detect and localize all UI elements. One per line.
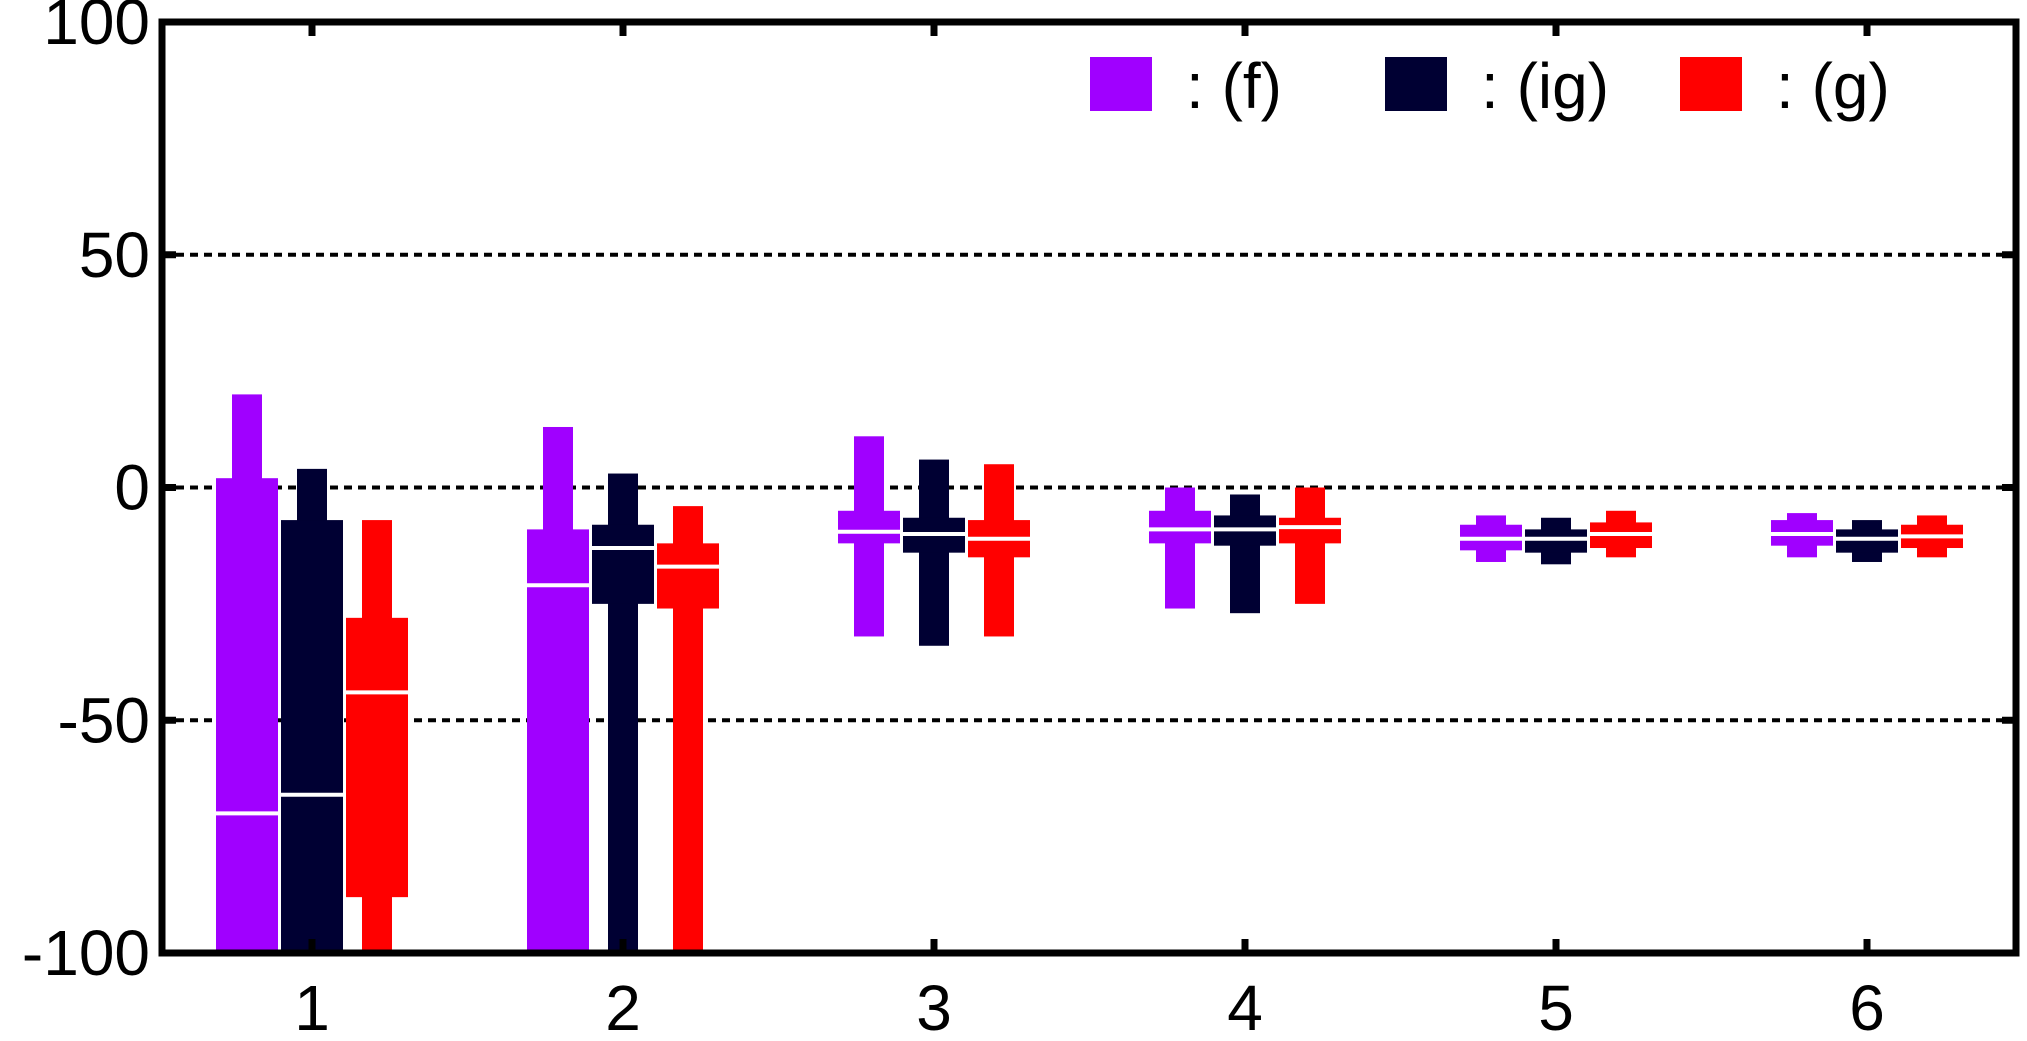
bar-group-3-4 xyxy=(1279,487,1341,604)
whisker-bar xyxy=(1165,487,1195,609)
legend-item-2: : (ig) xyxy=(1385,50,1609,122)
y-tick-label: 50 xyxy=(79,219,150,291)
bar-group-1-4 xyxy=(1149,487,1211,609)
x-tick-label: 2 xyxy=(605,972,641,1041)
bar-group-2-5 xyxy=(1525,517,1587,565)
y-tick-label: 100 xyxy=(43,0,150,58)
box-bar xyxy=(1525,529,1587,553)
legend-item-1: : (f) xyxy=(1090,50,1282,122)
legend-label: : (f) xyxy=(1186,50,1282,122)
bar-group-1-5 xyxy=(1460,515,1522,562)
legend-item-3: : (g) xyxy=(1680,50,1890,122)
y-tick-label: -50 xyxy=(58,684,151,756)
whisker-bar xyxy=(1230,494,1260,614)
bar-group-2-6 xyxy=(1836,520,1898,562)
bar-group-3-2 xyxy=(657,506,719,953)
whisker-bar xyxy=(919,459,949,646)
box-bar xyxy=(527,529,589,953)
bar-group-2-1 xyxy=(281,468,343,953)
bar-group-3-3 xyxy=(968,464,1030,637)
legend: : (f) : (ig) : (g) xyxy=(1090,50,1890,122)
legend-label: : (g) xyxy=(1776,50,1890,122)
bar-group-1-3 xyxy=(838,436,900,637)
x-tick-label: 6 xyxy=(1849,972,1885,1041)
bar-group-3-6 xyxy=(1901,515,1963,558)
bar-group-1-6 xyxy=(1771,513,1833,558)
box-bar xyxy=(1836,529,1898,553)
box-bar xyxy=(1279,517,1341,544)
box-bar xyxy=(281,520,343,953)
bar-group-2-4 xyxy=(1214,494,1276,614)
legend-swatch xyxy=(1385,57,1447,111)
box-bar xyxy=(1149,510,1211,544)
bar-group-3-1 xyxy=(346,520,408,953)
y-tick-label: 0 xyxy=(114,452,150,524)
legend-swatch xyxy=(1680,57,1742,111)
y-tick-label: -100 xyxy=(22,917,150,989)
box-bar xyxy=(657,543,719,609)
x-tick-label: 4 xyxy=(1227,972,1263,1041)
whisker-bar xyxy=(1295,487,1325,604)
x-tick-label: 5 xyxy=(1538,972,1574,1041)
x-tick-label: 1 xyxy=(294,972,330,1041)
box-bar xyxy=(592,524,654,604)
box-bar xyxy=(346,617,408,898)
bar-group-2-2 xyxy=(592,473,654,953)
bar-group-2-3 xyxy=(903,459,965,646)
data-bars xyxy=(216,394,1963,953)
box-bar xyxy=(838,510,900,544)
box-bar xyxy=(216,478,278,953)
gridlines xyxy=(162,252,2016,723)
legend-label: : (ig) xyxy=(1481,50,1609,122)
bar-group-3-5 xyxy=(1590,510,1652,558)
axes: -100 -50 0 50 100 1 2 3 4 5 6 xyxy=(22,0,2020,1041)
bar-group-1-1 xyxy=(216,394,278,953)
legend-swatch xyxy=(1090,57,1152,111)
bar-group-1-2 xyxy=(527,426,589,953)
x-tick-label: 3 xyxy=(916,972,952,1041)
